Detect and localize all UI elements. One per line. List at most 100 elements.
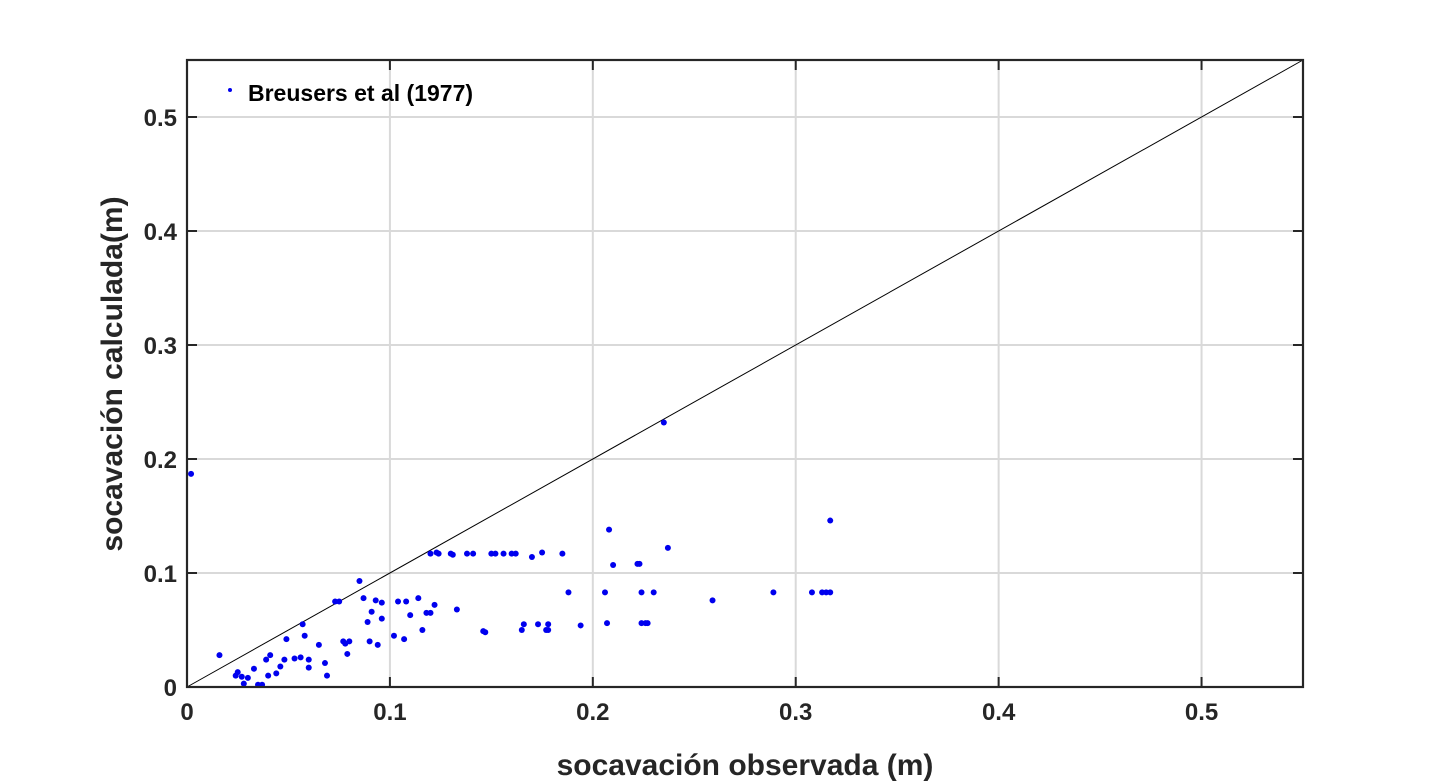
data-point xyxy=(827,589,834,596)
data-point xyxy=(470,550,477,557)
data-point xyxy=(559,550,566,557)
data-point xyxy=(234,669,241,676)
data-point xyxy=(407,612,414,619)
data-point xyxy=(315,641,322,648)
data-point xyxy=(808,589,815,596)
data-point xyxy=(378,599,385,606)
data-point xyxy=(604,620,611,627)
x-tick-label: 0.3 xyxy=(779,699,812,726)
data-point xyxy=(636,560,643,567)
data-point xyxy=(545,627,552,633)
y-tick-labels: 0 0.1 0.2 0.3 0.4 0.5 xyxy=(144,105,178,702)
data-point xyxy=(492,550,499,557)
data-point xyxy=(344,650,351,657)
data-point xyxy=(356,577,363,584)
data-point xyxy=(545,621,552,628)
data-point xyxy=(435,550,442,557)
data-point xyxy=(482,629,489,636)
data-point xyxy=(378,615,385,622)
data-point xyxy=(364,619,371,626)
y-tick-label: 0.2 xyxy=(144,447,177,474)
data-point xyxy=(244,674,251,681)
data-point xyxy=(606,526,613,533)
data-point xyxy=(267,652,274,659)
data-point xyxy=(528,554,535,561)
data-point xyxy=(539,549,546,556)
data-point xyxy=(265,672,272,679)
legend: Breusers et al (1977) xyxy=(228,80,473,106)
data-point xyxy=(644,620,651,627)
data-point xyxy=(709,597,716,604)
data-point xyxy=(360,595,367,602)
data-point xyxy=(512,550,519,557)
data-point xyxy=(650,589,657,596)
data-point xyxy=(565,589,572,596)
data-point xyxy=(403,598,410,605)
data-point xyxy=(449,551,456,558)
y-tick-label: 0.4 xyxy=(144,219,178,246)
axes-box xyxy=(185,58,1305,689)
x-tick-labels: 0 0.1 0.2 0.3 0.4 0.5 xyxy=(180,699,1218,726)
data-point xyxy=(216,652,223,659)
x-tick-label: 0 xyxy=(180,699,193,726)
data-point xyxy=(368,608,375,615)
data-point xyxy=(299,621,306,628)
data-point xyxy=(238,673,245,680)
data-point xyxy=(577,622,584,629)
data-point xyxy=(827,517,834,524)
data-point xyxy=(610,562,617,569)
data-point xyxy=(453,606,460,613)
data-point xyxy=(305,664,312,671)
data-point xyxy=(638,589,645,596)
data-point xyxy=(321,660,328,667)
data-point xyxy=(374,641,381,648)
y-tick-label: 0 xyxy=(164,675,177,702)
y-tick-label: 0.5 xyxy=(144,105,177,132)
x-axis-title: socavación observada (m) xyxy=(557,749,934,782)
data-points xyxy=(188,419,834,688)
reference-line-group xyxy=(186,59,1304,688)
data-point xyxy=(535,621,542,628)
data-point xyxy=(660,419,667,426)
data-point xyxy=(464,550,471,557)
data-point xyxy=(281,656,288,663)
tick-marks xyxy=(186,60,1303,688)
data-point xyxy=(601,589,608,596)
y-axis-title: socavación calculada(m) xyxy=(96,196,129,551)
legend-marker xyxy=(228,88,232,92)
data-point xyxy=(297,654,304,661)
data-point xyxy=(372,597,379,604)
x-tick-label: 0.5 xyxy=(1185,699,1218,726)
data-point xyxy=(664,544,671,551)
legend-label: Breusers et al (1977) xyxy=(248,80,473,106)
x-tick-label: 0.4 xyxy=(982,699,1016,726)
data-point xyxy=(250,665,257,672)
data-point xyxy=(390,632,397,639)
data-point xyxy=(336,598,343,605)
y-tick-label: 0.3 xyxy=(144,333,177,360)
grid xyxy=(187,60,1303,687)
data-point xyxy=(366,638,373,645)
data-point xyxy=(283,636,290,643)
data-point xyxy=(415,595,422,602)
x-tick-label: 0.1 xyxy=(373,699,406,726)
data-point xyxy=(324,672,331,679)
data-point xyxy=(518,627,525,633)
data-point xyxy=(277,663,284,670)
x-tick-label: 0.2 xyxy=(576,699,609,726)
data-point xyxy=(273,670,280,677)
data-point xyxy=(188,470,195,477)
data-point xyxy=(346,638,353,645)
data-point xyxy=(500,550,507,557)
data-point xyxy=(291,655,298,662)
data-point xyxy=(240,680,247,687)
data-point xyxy=(770,589,777,596)
data-point xyxy=(427,609,434,616)
data-point xyxy=(431,601,438,608)
data-point xyxy=(427,550,434,557)
data-point xyxy=(263,656,270,663)
data-point xyxy=(401,636,408,643)
y-tick-label: 0.1 xyxy=(144,561,177,588)
data-point xyxy=(301,632,308,639)
